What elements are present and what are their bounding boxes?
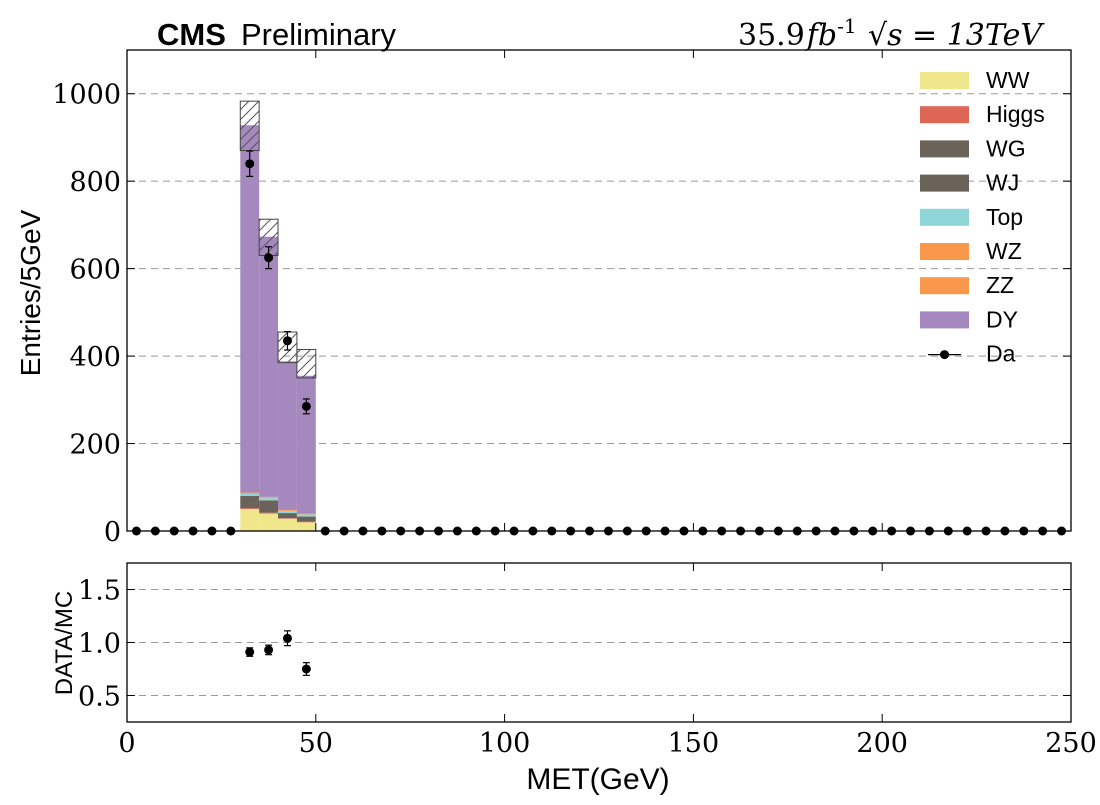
bar-dy xyxy=(297,376,316,514)
legend-swatch-dy xyxy=(920,311,969,328)
x-tick-label: 0 xyxy=(118,728,135,759)
legend-swatch-wj xyxy=(920,175,969,192)
bar-top xyxy=(297,514,316,516)
legend-label-zz: ZZ xyxy=(986,272,1014,298)
legend: WW Higgs WG WJ Top WZ ZZ DY Da xyxy=(920,67,1045,367)
bar-wz xyxy=(259,497,278,498)
x-tick-label: 50 xyxy=(299,728,333,759)
main-y-tick-label: 800 xyxy=(69,167,121,198)
x-axis-label: MET(GeV) xyxy=(526,763,669,796)
mc-uncertainty-band xyxy=(297,350,316,378)
bar-higgs xyxy=(259,513,278,514)
x-tick-label: 250 xyxy=(1045,728,1097,759)
data-point xyxy=(283,336,292,345)
bar-dy xyxy=(278,361,297,510)
legend-label-wj: WJ xyxy=(986,170,1019,196)
main-y-tick-label: 600 xyxy=(69,255,121,286)
ratio-point xyxy=(245,648,254,657)
bar-ww xyxy=(240,509,259,531)
ratio-point xyxy=(283,634,292,643)
data-point xyxy=(264,253,273,262)
main-y-axis-label: Entries/5GeV xyxy=(15,209,46,376)
bar-higgs xyxy=(240,508,259,509)
bar-dy xyxy=(259,237,278,497)
main-y-tick-label: 400 xyxy=(69,342,121,373)
legend-label-wz: WZ xyxy=(986,238,1022,264)
legend-data-marker xyxy=(940,350,949,359)
ratio-y-tick-label: 1.0 xyxy=(78,629,121,660)
legend-label-wg: WG xyxy=(986,135,1026,161)
legend-label-higgs: Higgs xyxy=(986,101,1045,127)
x-tick-label: 100 xyxy=(479,728,531,759)
bar-ww xyxy=(278,519,297,531)
energy-label: √s = 13TeV xyxy=(868,18,1045,53)
main-y-tick-label: 200 xyxy=(69,430,121,461)
ratio-panel: 0.5 1.0 1.5 0 50 100 150 200 250 xyxy=(78,563,1097,759)
x-tick-label: 150 xyxy=(668,728,720,759)
legend-swatch-wz xyxy=(920,243,969,260)
legend-swatch-wg xyxy=(920,140,969,157)
bar-top xyxy=(278,511,297,513)
ratio-point xyxy=(302,665,311,674)
bar-wz xyxy=(240,493,259,494)
x-tick-label: 200 xyxy=(856,728,908,759)
bar-top xyxy=(259,498,278,500)
bar-ww xyxy=(297,522,316,531)
status-label: Preliminary xyxy=(241,17,397,52)
lumi-label: 35.9fb-1 xyxy=(738,14,857,53)
bar-dy xyxy=(240,125,259,492)
legend-swatch-ww xyxy=(920,72,969,89)
main-panel: 0 200 400 600 800 1000 xyxy=(52,50,1071,548)
main-y-tick-label: 0 xyxy=(104,517,121,548)
legend-label-ww: WW xyxy=(986,67,1030,93)
bar-top xyxy=(240,494,259,496)
main-y-tick-label: 1000 xyxy=(52,80,121,111)
legend-swatch-top xyxy=(920,209,969,226)
legend-label-data: Da xyxy=(986,341,1016,367)
legend-swatch-zz xyxy=(920,277,969,294)
bar-wg xyxy=(240,496,259,508)
bar-wg xyxy=(297,517,316,522)
mc-uncertainty-band xyxy=(240,101,259,150)
legend-label-dy: DY xyxy=(986,306,1018,332)
ratio-y-tick-label: 0.5 xyxy=(78,682,121,713)
data-point xyxy=(302,402,311,411)
bar-ww xyxy=(259,514,278,531)
bar-wg xyxy=(259,500,278,512)
legend-label-top: Top xyxy=(986,204,1023,230)
experiment-label: CMS xyxy=(157,17,226,52)
legend-swatch-higgs xyxy=(920,106,969,123)
ratio-y-axis-label: DATA/MC xyxy=(51,591,78,695)
ratio-point xyxy=(264,645,273,654)
bar-wg xyxy=(278,513,297,518)
ratio-y-tick-label: 1.5 xyxy=(78,576,121,607)
data-point xyxy=(245,159,254,168)
